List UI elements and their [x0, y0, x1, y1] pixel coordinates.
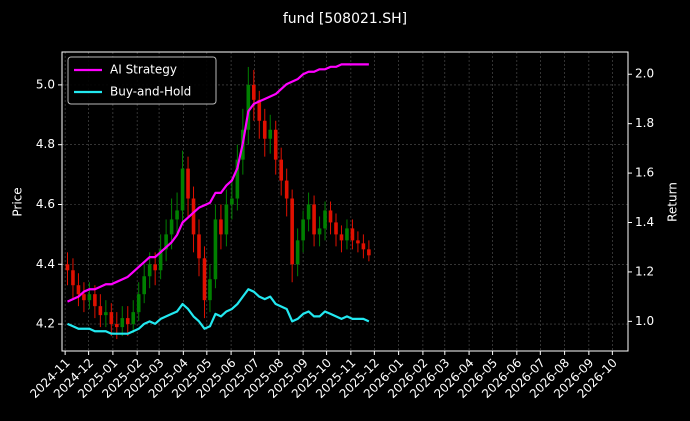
candle-body	[147, 264, 152, 277]
candle-body	[65, 264, 70, 271]
candle-body	[180, 168, 185, 211]
candle-body	[142, 276, 146, 295]
candle-body	[312, 204, 316, 235]
candle-body	[306, 204, 311, 220]
candle-body	[284, 180, 289, 199]
candle-body	[197, 234, 201, 259]
candle-body	[350, 228, 355, 241]
candle-body	[230, 198, 234, 205]
y2-tick-label: 1.2	[635, 264, 654, 278]
y2-tick-label: 1.0	[635, 314, 654, 328]
candle-body	[71, 270, 75, 286]
candle-body	[219, 219, 223, 235]
candle-body	[290, 198, 294, 265]
candle-body	[257, 99, 262, 121]
candle-body	[295, 240, 300, 265]
candle-body	[98, 306, 103, 316]
candle-body	[158, 249, 163, 271]
candle-body	[367, 249, 371, 256]
plot-frame	[61, 51, 629, 352]
candle-body	[345, 228, 349, 241]
candle-body	[175, 210, 179, 220]
candle-body	[361, 243, 366, 250]
candle-body	[191, 198, 196, 235]
candle-body	[224, 204, 229, 235]
candle-body	[339, 234, 344, 241]
candle-body	[109, 312, 114, 325]
y-axis-label: Price	[11, 187, 25, 216]
candle-body	[246, 84, 251, 130]
candle-body	[208, 279, 212, 301]
y2-tick-label: 1.8	[635, 116, 654, 130]
candle-body	[136, 294, 141, 313]
candle-body	[213, 219, 218, 280]
candle-body	[169, 219, 174, 235]
candle-body	[273, 129, 278, 160]
candle-body	[268, 129, 273, 139]
candle-body	[82, 294, 86, 301]
chart-title: fund [508021.SH]	[283, 11, 407, 27]
y-tick-label: 4.6	[36, 197, 55, 211]
y-tick-label: 4.4	[36, 257, 55, 271]
candle-body	[262, 120, 267, 139]
y2-axis-label: Return	[666, 182, 680, 222]
candle-body	[317, 228, 322, 235]
candle-body	[131, 312, 136, 325]
candle-body	[87, 294, 92, 301]
legend-box	[67, 56, 217, 105]
candle-body	[323, 210, 327, 229]
candle-body	[114, 324, 119, 328]
candle-body	[164, 234, 168, 250]
candle-body	[125, 318, 130, 325]
y-tick-label: 5.0	[36, 77, 55, 91]
legend-label: Buy-and-Hold	[110, 85, 191, 99]
candle-body	[328, 210, 333, 223]
legend-label: AI Strategy	[110, 63, 177, 77]
candle-body	[120, 318, 125, 328]
candle-body	[235, 159, 240, 199]
candle-body	[356, 240, 360, 244]
y-tick-label: 4.8	[36, 137, 55, 151]
candle-body	[202, 258, 207, 301]
candle-body	[93, 294, 97, 307]
y2-tick-label: 1.6	[635, 166, 654, 180]
candle-body	[251, 84, 256, 100]
candle-body	[186, 168, 190, 199]
candle-body	[301, 219, 305, 241]
series-line	[67, 63, 369, 303]
candle-body	[76, 285, 81, 295]
y2-tick-label: 1.4	[635, 215, 654, 229]
series-line	[67, 288, 370, 335]
candle-body	[334, 222, 338, 235]
y2-tick-label: 2.0	[635, 67, 654, 81]
candle-body	[153, 264, 157, 271]
candle-body	[279, 159, 283, 181]
y-tick-label: 4.2	[36, 317, 55, 331]
candle-body	[104, 312, 108, 316]
